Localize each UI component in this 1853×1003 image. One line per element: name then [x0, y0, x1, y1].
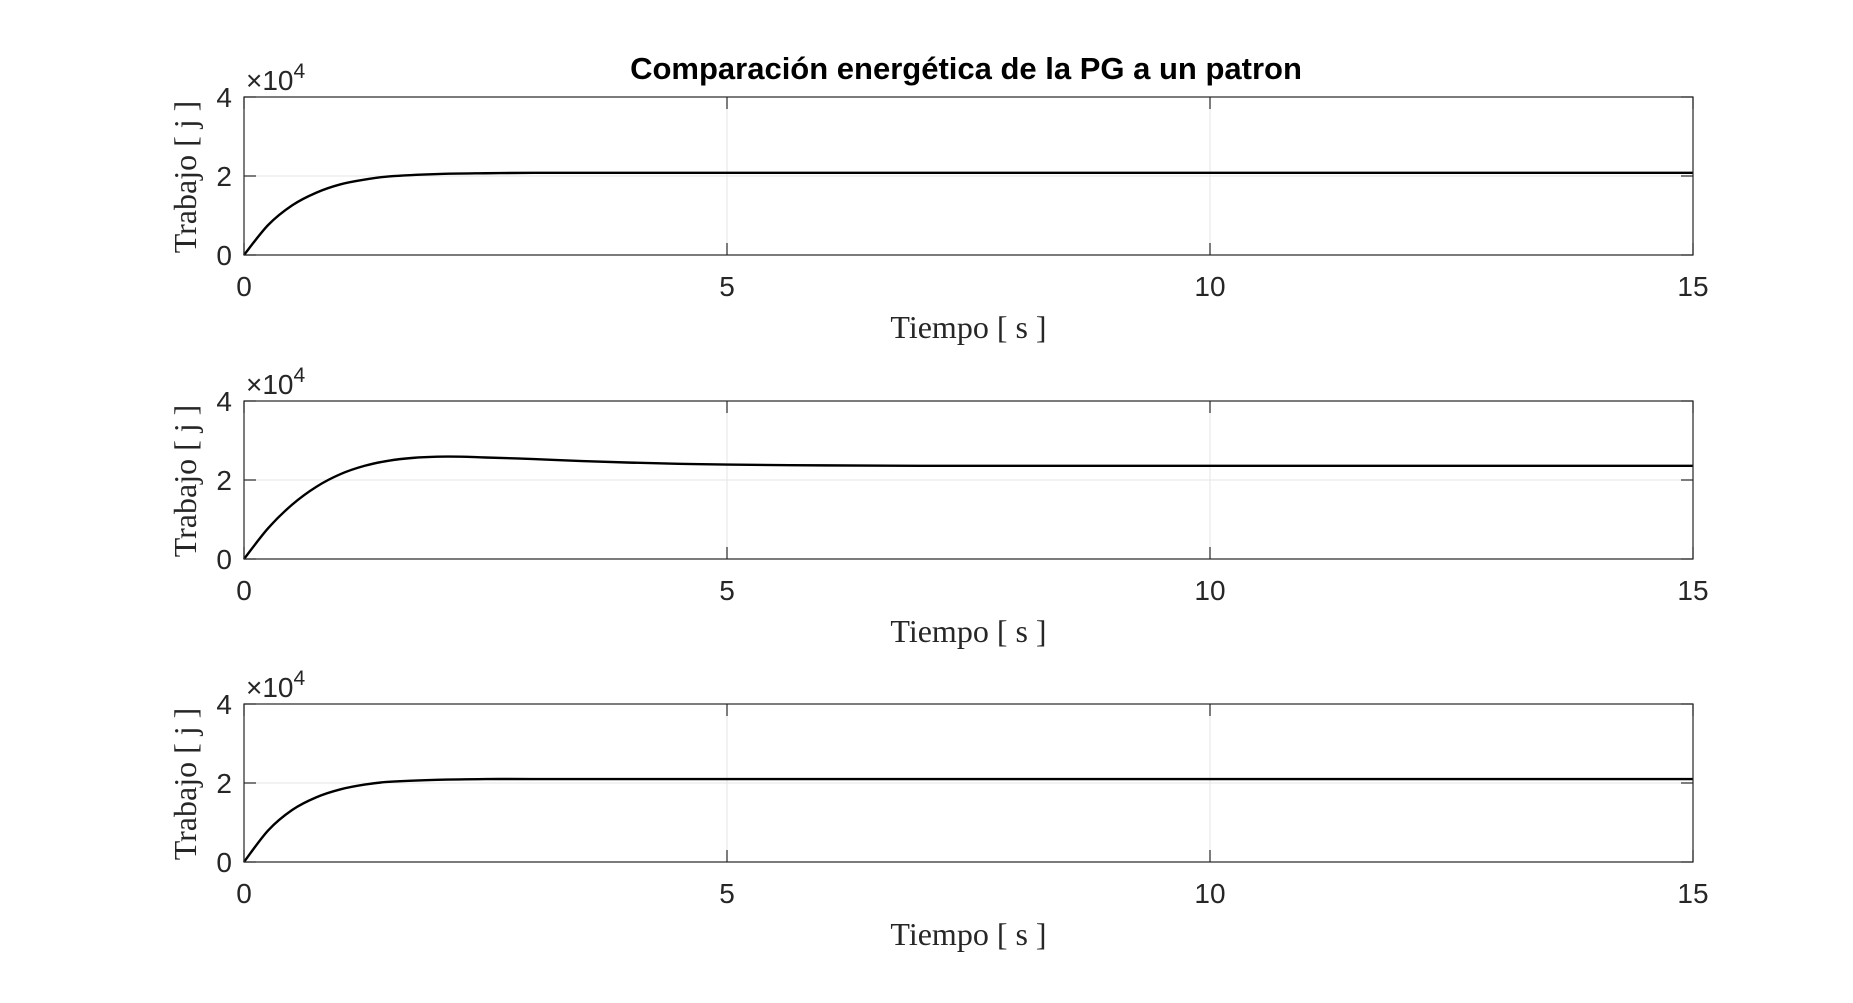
y-tick-label: 4: [216, 386, 232, 417]
x-tick-label: 0: [236, 271, 252, 302]
x-tick-label: 15: [1677, 878, 1708, 909]
y-tick-label: 0: [216, 544, 232, 575]
x-tick-label: 5: [719, 271, 735, 302]
figure-title: Comparación energética de la PG a un pat…: [630, 51, 1302, 86]
y-exponent-power: 4: [294, 364, 306, 387]
x-tick-label: 0: [236, 575, 252, 606]
x-tick-label: 10: [1194, 878, 1225, 909]
y-tick-label: 0: [216, 847, 232, 878]
x-tick-label: 10: [1194, 271, 1225, 302]
x-tick-label: 5: [719, 575, 735, 606]
y-exponent-label: ×104: [246, 60, 306, 96]
y-axis-label: Trabajo [ j ]: [167, 101, 203, 254]
series-line: [243, 171, 1693, 256]
y-axis-label: Trabajo [ j ]: [167, 708, 203, 861]
x-axis-label: Tiempo [ s ]: [890, 916, 1046, 952]
y-exponent-label: ×104: [246, 364, 306, 400]
x-axis-label: Tiempo [ s ]: [890, 309, 1046, 345]
y-exponent-power: 4: [294, 60, 306, 83]
y-tick-label: 2: [216, 161, 232, 192]
x-tick-label: 5: [719, 878, 735, 909]
y-exponent-power: 4: [294, 667, 306, 690]
series-line: [243, 777, 1693, 863]
y-tick-label: 2: [216, 768, 232, 799]
x-tick-label: 10: [1194, 575, 1225, 606]
x-tick-label: 0: [236, 878, 252, 909]
y-tick-label: 0: [216, 240, 232, 271]
y-exponent-label: ×104: [246, 667, 306, 703]
y-tick-label: 4: [216, 689, 232, 720]
x-axis-label: Tiempo [ s ]: [890, 613, 1046, 649]
y-tick-label: 4: [216, 82, 232, 113]
x-tick-label: 15: [1677, 271, 1708, 302]
y-tick-label: 2: [216, 465, 232, 496]
x-tick-label: 15: [1677, 575, 1708, 606]
y-axis-label: Trabajo [ j ]: [167, 405, 203, 558]
series-line: [243, 455, 1693, 560]
